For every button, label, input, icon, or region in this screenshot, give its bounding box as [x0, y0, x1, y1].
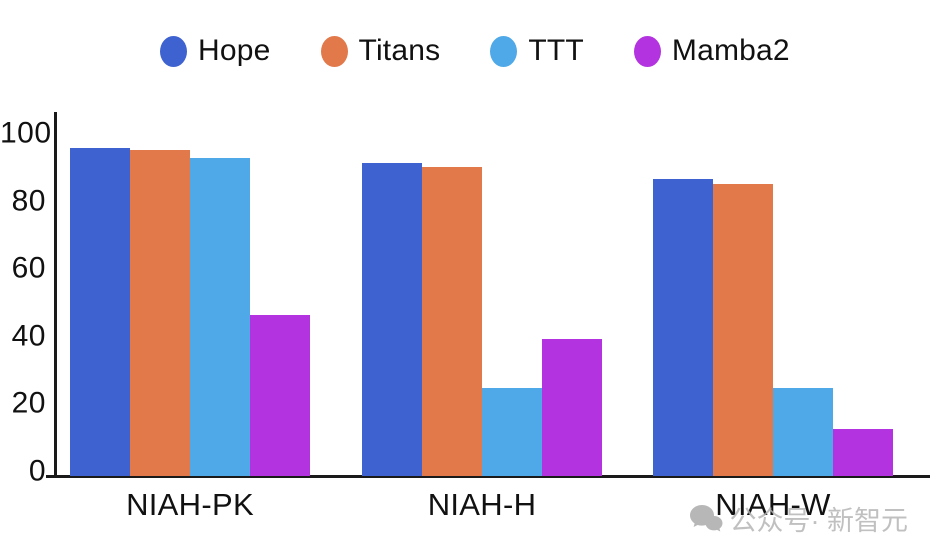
legend-item-ttt: TTT [490, 34, 584, 68]
y-tick-label-100: 100 [0, 116, 52, 150]
legend-label-ttt: TTT [528, 34, 584, 67]
legend-label-titans: Titans [358, 34, 441, 67]
bar-hope-niah-pk [70, 148, 130, 476]
bar-mamba2-niah-h [542, 339, 602, 476]
y-tick-label-0: 0 [28, 454, 46, 488]
y-tick-label-40: 40 [11, 319, 46, 353]
bar-mamba2-niah-pk [250, 315, 310, 476]
legend-label-mamba2: Mamba2 [671, 34, 790, 67]
legend-item-mamba2: Mamba2 [633, 34, 790, 68]
legend-marker-mamba2 [633, 35, 661, 67]
bar-hope-niah-w [653, 178, 713, 476]
legend-marker-ttt [490, 35, 518, 67]
x-category-label-niah-w: NIAH-W [715, 487, 831, 522]
legend-item-hope: Hope [160, 34, 271, 68]
y-tick-label-80: 80 [11, 184, 46, 218]
bar-ttt-niah-pk [190, 158, 250, 476]
legend-label-hope: Hope [198, 34, 271, 67]
bar-titans-niah-pk [130, 149, 190, 476]
bar-titans-niah-w [713, 183, 773, 476]
watermark-text: 公众号· 新智元 [729, 506, 909, 536]
y-tick-label-60: 60 [11, 251, 46, 285]
x-category-label-niah-pk: NIAH-PK [126, 487, 254, 522]
y-axis-line [54, 112, 57, 478]
bar-titans-niah-h [422, 166, 482, 476]
bar-ttt-niah-w [773, 388, 833, 476]
x-axis-line [46, 475, 930, 478]
chat-bubbles-icon [689, 504, 723, 534]
x-category-label-niah-h: NIAH-H [427, 487, 537, 522]
chart-legend: Hope Titans TTT Mamba2 [160, 34, 790, 68]
legend-item-titans: Titans [320, 34, 441, 68]
bar-hope-niah-h [362, 163, 422, 476]
y-tick-label-20: 20 [11, 387, 46, 421]
bar-group-niah-w [653, 178, 893, 476]
bar-group-niah-h [362, 163, 602, 476]
bar-mamba2-niah-w [833, 428, 893, 476]
bar-group-niah-pk [70, 148, 310, 476]
bar-ttt-niah-h [482, 388, 542, 476]
legend-marker-hope [160, 35, 187, 67]
legend-marker-titans [320, 35, 348, 67]
watermark: 公众号· 新智元 [689, 499, 909, 538]
